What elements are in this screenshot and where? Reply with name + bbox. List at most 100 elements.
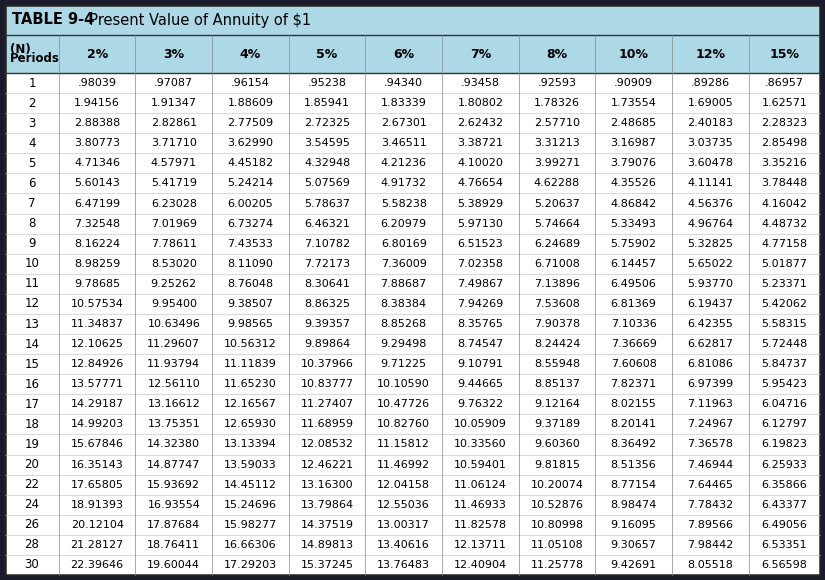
Text: 17: 17 xyxy=(25,398,40,411)
Bar xyxy=(5,133,820,153)
Text: 7.53608: 7.53608 xyxy=(534,299,580,309)
Text: 7.78432: 7.78432 xyxy=(687,500,733,510)
Text: 1.83339: 1.83339 xyxy=(381,98,427,108)
Text: 10.33560: 10.33560 xyxy=(454,440,507,450)
Bar xyxy=(5,374,820,394)
Text: 9.95400: 9.95400 xyxy=(151,299,197,309)
Bar xyxy=(5,495,820,515)
Text: 9.44665: 9.44665 xyxy=(457,379,503,389)
Text: 6.19823: 6.19823 xyxy=(761,440,808,450)
Text: 6.42355: 6.42355 xyxy=(687,319,733,329)
Text: 14.45112: 14.45112 xyxy=(224,480,277,490)
Text: 3.78448: 3.78448 xyxy=(761,179,808,188)
Text: 11.29607: 11.29607 xyxy=(148,339,200,349)
Text: 11.34837: 11.34837 xyxy=(71,319,124,329)
Text: (N): (N) xyxy=(10,44,31,56)
Text: Periods: Periods xyxy=(10,52,60,64)
Text: 8.05518: 8.05518 xyxy=(687,560,733,570)
Text: 1: 1 xyxy=(28,77,35,89)
Text: 10.56312: 10.56312 xyxy=(224,339,277,349)
Text: 18.91393: 18.91393 xyxy=(71,500,124,510)
Text: 9: 9 xyxy=(28,237,35,250)
Text: 4.71346: 4.71346 xyxy=(74,158,120,168)
Text: 10: 10 xyxy=(25,258,40,270)
Text: 12.10625: 12.10625 xyxy=(71,339,124,349)
Text: 2.88388: 2.88388 xyxy=(74,118,120,128)
Text: 7.78611: 7.78611 xyxy=(151,239,197,249)
Bar xyxy=(5,173,820,194)
Text: 6.73274: 6.73274 xyxy=(228,219,274,229)
Text: 14.32380: 14.32380 xyxy=(148,440,200,450)
Text: 9.39357: 9.39357 xyxy=(304,319,350,329)
Text: 11.46992: 11.46992 xyxy=(377,459,431,470)
Text: 1.73554: 1.73554 xyxy=(610,98,657,108)
Text: 8%: 8% xyxy=(546,48,568,60)
Text: 6.43377: 6.43377 xyxy=(761,500,808,510)
Text: 2%: 2% xyxy=(87,48,108,60)
Text: 14: 14 xyxy=(25,338,40,350)
Text: .93458: .93458 xyxy=(461,78,500,88)
Text: 5.58315: 5.58315 xyxy=(761,319,807,329)
Text: 4.10020: 4.10020 xyxy=(457,158,503,168)
Text: 10.57534: 10.57534 xyxy=(71,299,124,309)
Text: 9.81815: 9.81815 xyxy=(534,459,580,470)
Text: 12.13711: 12.13711 xyxy=(454,540,507,550)
Text: 18: 18 xyxy=(25,418,40,431)
Text: 2.40183: 2.40183 xyxy=(687,118,733,128)
Text: 16.35143: 16.35143 xyxy=(71,459,124,470)
Text: 10.83777: 10.83777 xyxy=(300,379,354,389)
Text: 10.63496: 10.63496 xyxy=(148,319,200,329)
Text: 10.47726: 10.47726 xyxy=(377,399,431,409)
Text: 5.07569: 5.07569 xyxy=(304,179,350,188)
Text: 6.46321: 6.46321 xyxy=(304,219,350,229)
Text: 20.12104: 20.12104 xyxy=(71,520,124,530)
Bar xyxy=(5,434,820,455)
Text: 4.86842: 4.86842 xyxy=(610,198,657,209)
Text: 15.37245: 15.37245 xyxy=(300,560,354,570)
Text: 8.30641: 8.30641 xyxy=(304,279,350,289)
Text: 2.72325: 2.72325 xyxy=(304,118,350,128)
Text: 9.42691: 9.42691 xyxy=(610,560,657,570)
Text: 12.65930: 12.65930 xyxy=(224,419,277,429)
Text: 6.35866: 6.35866 xyxy=(761,480,807,490)
Text: 7.10336: 7.10336 xyxy=(610,319,657,329)
Text: 14.87747: 14.87747 xyxy=(147,459,200,470)
Text: 3.46511: 3.46511 xyxy=(381,138,427,148)
Text: 6.53351: 6.53351 xyxy=(761,540,807,550)
Text: 6.49056: 6.49056 xyxy=(761,520,807,530)
Text: 11.68959: 11.68959 xyxy=(300,419,354,429)
Bar xyxy=(5,394,820,414)
Text: 13.76483: 13.76483 xyxy=(377,560,430,570)
Text: 6.49506: 6.49506 xyxy=(610,279,657,289)
Text: 6.56598: 6.56598 xyxy=(761,560,807,570)
Text: 10.52876: 10.52876 xyxy=(530,500,583,510)
Text: .95238: .95238 xyxy=(308,78,346,88)
Text: 13: 13 xyxy=(25,317,40,331)
Text: 10.10590: 10.10590 xyxy=(377,379,430,389)
Text: 12.56110: 12.56110 xyxy=(148,379,200,389)
Text: 6.20979: 6.20979 xyxy=(380,219,427,229)
Text: 9.89864: 9.89864 xyxy=(304,339,350,349)
Text: 11.11839: 11.11839 xyxy=(224,359,277,369)
Text: .86957: .86957 xyxy=(765,78,804,88)
Text: 11: 11 xyxy=(25,277,40,291)
Text: 3.16987: 3.16987 xyxy=(610,138,657,148)
Text: 7.36009: 7.36009 xyxy=(381,259,427,269)
Text: 3.54595: 3.54595 xyxy=(304,138,350,148)
Bar xyxy=(5,414,820,434)
Text: 7.11963: 7.11963 xyxy=(687,399,733,409)
Bar xyxy=(5,555,820,575)
Text: 7.46944: 7.46944 xyxy=(687,459,733,470)
Text: 15: 15 xyxy=(25,358,40,371)
Text: 6.80169: 6.80169 xyxy=(381,239,427,249)
Text: 9.30657: 9.30657 xyxy=(610,540,657,550)
Text: 6.25933: 6.25933 xyxy=(761,459,807,470)
Text: 4.76654: 4.76654 xyxy=(457,179,503,188)
Text: 5.38929: 5.38929 xyxy=(457,198,503,209)
Text: 7.89566: 7.89566 xyxy=(687,520,733,530)
Text: 5.74664: 5.74664 xyxy=(534,219,580,229)
Text: 2.67301: 2.67301 xyxy=(381,118,427,128)
Bar xyxy=(5,93,820,113)
Text: 13.16612: 13.16612 xyxy=(148,399,200,409)
Text: 10.05909: 10.05909 xyxy=(454,419,507,429)
